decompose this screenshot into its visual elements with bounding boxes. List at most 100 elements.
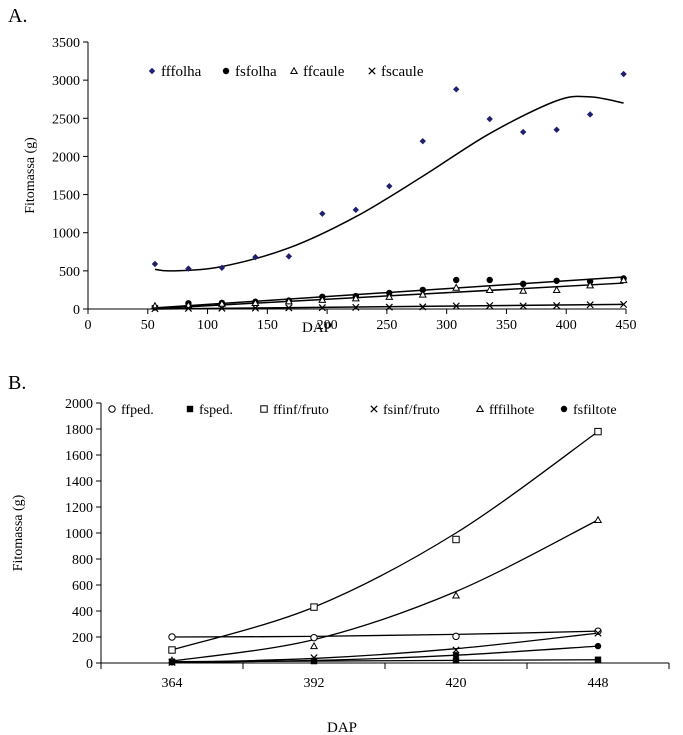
panel-a-point-ffcaule	[284, 297, 293, 305]
panel-a-point-fffolha	[453, 86, 460, 93]
panel-a-point-ffcaule	[318, 295, 327, 303]
panel-b-point-fffilhote	[451, 591, 461, 599]
panel-a-point-fffolha	[285, 253, 293, 260]
panel-b-legend-marker-ffinf/fruto	[260, 405, 268, 413]
panel-a-point-fsfolha	[519, 280, 527, 288]
panel-b-trendline-fffilhote	[171, 519, 599, 662]
panel-b-legend-label-fffilhote: fffilhote	[489, 403, 534, 418]
panel-a-point-fffolha	[419, 137, 426, 145]
panel-b-y-tick-label: 1600	[65, 449, 93, 464]
panel-a-point-fffolha	[352, 206, 360, 214]
panel-a-y-tick-label: 0	[73, 303, 80, 318]
panel-a-point-fscaule	[419, 303, 427, 311]
panel-a-x-tick-label: 50	[141, 318, 155, 333]
panel-b-legend-marker-fffilhote	[475, 404, 485, 413]
panel-a-point-fsfolha	[553, 277, 560, 284]
panel-b-y-tick-label: 1800	[65, 423, 93, 438]
panel-a-label: A.	[8, 5, 27, 27]
panel-b-x-label: DAP	[327, 720, 357, 735]
panel-a-point-fscaule	[318, 304, 326, 312]
panel-a-y-tick-label: 2000	[52, 150, 80, 165]
panel-a-point-fffolha	[553, 126, 560, 133]
panel-b-y-label: Fitomassa (g)	[11, 494, 26, 571]
panel-a-point-ffcaule	[217, 299, 226, 307]
panel-a-point-fffolha	[620, 70, 627, 78]
panel-b-trendline-fsfiltote	[171, 645, 599, 663]
panel-b-y-tick-label: 0	[86, 657, 93, 672]
panel-b-point-fffilhote	[593, 515, 603, 524]
panel-a-point-fffolha	[185, 265, 192, 272]
panel-b-point-ffinf/fruto	[168, 646, 176, 654]
panel-a-point-fffolha	[252, 253, 259, 261]
panel-b-point-fsinf/fruto	[452, 646, 460, 654]
panel-b-legend-label-fsinf/fruto: fsinf/fruto	[383, 403, 440, 418]
panel-a-point-fffolha	[319, 210, 326, 217]
panel-b-point-ffped.	[452, 632, 460, 641]
panel-b-legend-marker-fsfiltote	[560, 405, 568, 413]
panel-a-point-fscaule	[218, 304, 226, 312]
panel-b-point-ffped.	[310, 633, 318, 642]
panel-a-x-tick-label: 0	[85, 318, 92, 333]
panel-b-legend-marker-fsped.	[186, 405, 194, 413]
panel-a-point-fscaule	[151, 304, 159, 313]
panel-b-legend-label-fsfiltote: fsfiltote	[573, 403, 617, 418]
panel-b-y-tick-label: 1000	[65, 527, 93, 542]
panel-a-x-tick-label: 100	[197, 318, 218, 333]
panel-a-point-fscaule	[251, 304, 260, 312]
panel-a-y-tick-label: 3500	[52, 36, 80, 51]
panel-a-x-tick-label: 250	[376, 318, 397, 333]
panel-a-y-label: Fitomassa (g)	[23, 137, 38, 214]
panel-b-x-tick-label: 420	[446, 676, 467, 691]
panel-b-x-tick-label: 448	[588, 676, 609, 691]
panel-a-y-tick-label: 1500	[52, 189, 80, 204]
panel-a-point-fscaule	[452, 302, 460, 310]
panel-a-legend-marker-fscaule	[368, 67, 376, 75]
panel-b-point-ffinf/fruto	[310, 603, 318, 611]
panel-a-legend-marker-fffolha	[148, 67, 156, 75]
panel-a-point-fffolha	[519, 128, 527, 136]
panel-a-x-tick-label: 300	[436, 318, 457, 333]
panel-a-x-label: DAP	[302, 320, 332, 336]
panel-b-legend-marker-ffped.	[108, 405, 116, 413]
panel-a-point-fscaule	[553, 301, 561, 310]
panel-b-trendline-ffped.	[171, 630, 599, 638]
panel-a-point-ffcaule	[552, 285, 561, 293]
panel-a-point-fscaule	[385, 303, 393, 311]
panel-a-point-fffolha	[151, 260, 159, 268]
panel-a-point-ffcaule	[586, 281, 595, 289]
panel-a-point-fffolha	[586, 111, 594, 118]
panel-b-legend-label-ffinf/fruto: ffinf/fruto	[273, 403, 329, 418]
panel-b-point-fffilhote	[309, 641, 319, 650]
panel-a-legend-label-fscaule: fscaule	[381, 64, 424, 80]
panel-a-y-tick-label: 1000	[52, 227, 80, 242]
panel-a-point-ffcaule	[418, 290, 427, 298]
panel-a-point-ffcaule	[485, 285, 494, 293]
panel-a-point-fsfolha	[486, 276, 493, 284]
panel-b-legend-label-ffped.: ffped.	[121, 403, 154, 418]
panel-a-point-fscaule	[184, 304, 193, 313]
panel-b-y-tick-label: 2000	[65, 397, 93, 412]
panel-a-x-tick-label: 350	[496, 318, 517, 333]
panel-b-trendline-fsinf/fruto	[171, 632, 599, 663]
panel-a-point-fscaule	[619, 300, 628, 309]
panel-a-y-tick-label: 3000	[52, 74, 80, 89]
panel-b-point-fsinf/fruto	[594, 629, 602, 637]
panel-a-x-tick-label: 200	[317, 318, 338, 333]
panel-b-label: B.	[8, 372, 26, 394]
panel-a-point-fffolha	[486, 115, 493, 123]
panel-b-legend-label-fsped.: fsped.	[199, 403, 233, 418]
panel-a-trendline-fffolha	[154, 95, 624, 272]
panel-a-point-ffcaule	[519, 286, 528, 294]
panel-b-y-tick-label: 800	[72, 553, 93, 568]
panel-b-trendline-ffinf/fruto	[171, 431, 599, 651]
panel-b-point-fsfiltote	[594, 642, 602, 650]
panel-a-legend-label-ffcaule: ffcaule	[303, 64, 345, 80]
panel-b-point-ffped.	[168, 633, 176, 641]
panel-a-point-fscaule	[586, 301, 594, 309]
panel-a-y-tick-label: 2500	[52, 112, 80, 127]
panel-b-y-tick-label: 1200	[65, 501, 93, 516]
panel-b-point-fsfiltote	[310, 657, 318, 664]
panel-a-x-tick-label: 450	[616, 318, 637, 333]
panel-b-legend-marker-fsinf/fruto	[370, 405, 378, 413]
panel-a-legend-marker-fsfolha	[222, 67, 230, 75]
